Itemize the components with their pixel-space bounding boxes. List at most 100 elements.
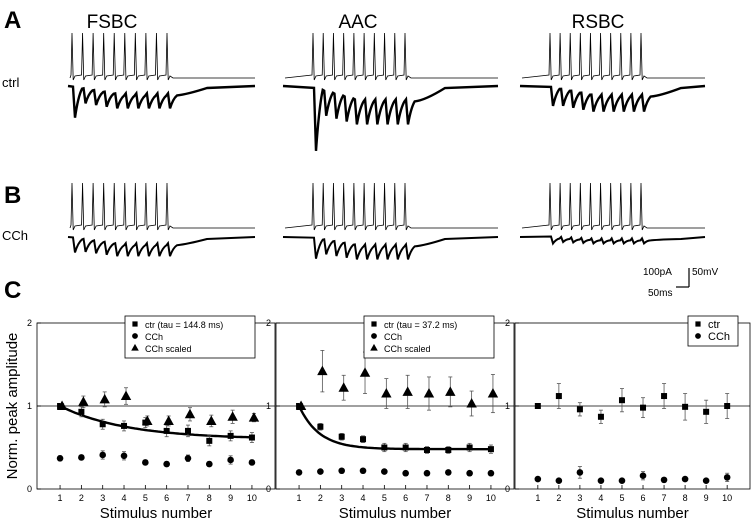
marker-square bbox=[132, 321, 138, 327]
y-tick-label: 0 bbox=[27, 484, 32, 494]
marker-square bbox=[555, 393, 562, 400]
marker-circle bbox=[338, 467, 345, 475]
marker-circle bbox=[184, 454, 192, 462]
marker-circle bbox=[639, 472, 647, 480]
scale-voltage: 50mV bbox=[692, 267, 718, 278]
legend-box bbox=[124, 315, 256, 359]
marker-circle bbox=[206, 460, 213, 468]
x-tick-label: 2 bbox=[318, 493, 323, 503]
x-axis-label: Stimulus number bbox=[100, 505, 213, 522]
marker-circle bbox=[132, 333, 138, 339]
marker-circle bbox=[555, 477, 563, 485]
fit-curve bbox=[59, 404, 252, 439]
marker-square bbox=[338, 433, 345, 440]
marker-circle bbox=[576, 469, 584, 476]
marker-square bbox=[184, 427, 191, 434]
x-tick-label: 6 bbox=[641, 493, 646, 503]
x-tick-label: 3 bbox=[577, 493, 582, 503]
marker-triangle bbox=[370, 343, 378, 351]
marker-circle bbox=[681, 475, 689, 483]
marker-triangle bbox=[423, 388, 435, 398]
marker-triangle bbox=[131, 343, 139, 351]
voltage-trace bbox=[284, 32, 498, 81]
voltage-trace bbox=[69, 182, 255, 231]
marker-triangle bbox=[163, 415, 174, 425]
x-tick-label: 10 bbox=[247, 493, 257, 503]
series-circle bbox=[295, 467, 495, 477]
x-tick-label: 1 bbox=[58, 493, 63, 503]
y-tick-label: 2 bbox=[27, 318, 32, 328]
x-tick-label: 6 bbox=[403, 493, 408, 503]
legend-box bbox=[363, 315, 495, 359]
x-tick-label: 8 bbox=[446, 493, 451, 503]
voltage-trace bbox=[521, 32, 705, 81]
voltage-trace bbox=[521, 182, 705, 231]
series-square bbox=[534, 383, 731, 424]
marker-square bbox=[618, 397, 625, 404]
legend-label: CCh bbox=[708, 331, 730, 343]
series-circle bbox=[534, 466, 731, 485]
x-tick-label: 2 bbox=[556, 493, 561, 503]
y-tick-label: 2 bbox=[505, 318, 510, 328]
marker-circle bbox=[317, 468, 324, 475]
y-tick-label: 1 bbox=[505, 401, 510, 411]
marker-triangle bbox=[206, 415, 217, 425]
marker-square bbox=[466, 444, 473, 451]
legend-label: CCh bbox=[384, 332, 402, 342]
marker-triangle bbox=[120, 390, 132, 401]
legend: ctr (tau = 37.2 ms) CCh CCh scaled bbox=[363, 315, 495, 359]
cell-type-rsbc: RSBC bbox=[572, 12, 625, 33]
marker-triangle bbox=[445, 386, 456, 396]
legend-label: CCh bbox=[145, 332, 163, 342]
marker-circle bbox=[660, 476, 668, 484]
marker-circle bbox=[597, 477, 605, 485]
x-tick-label: 7 bbox=[185, 493, 190, 503]
marker-circle bbox=[723, 474, 731, 481]
marker-circle bbox=[466, 469, 473, 477]
series-square bbox=[296, 403, 494, 454]
marker-triangle bbox=[78, 396, 89, 406]
marker-circle bbox=[295, 469, 303, 476]
x-tick-label: 6 bbox=[164, 493, 169, 503]
marker-square bbox=[206, 437, 213, 444]
legend-label: ctr (tau = 144.8 ms) bbox=[145, 320, 223, 330]
current-trace bbox=[282, 84, 499, 151]
y-tick-label: 1 bbox=[27, 401, 32, 411]
marker-triangle bbox=[184, 408, 196, 419]
marker-circle bbox=[487, 469, 495, 477]
marker-circle bbox=[423, 469, 431, 477]
cell-type-aac: AAC bbox=[338, 12, 377, 33]
x-tick-label: 8 bbox=[207, 493, 212, 503]
x-tick-label: 9 bbox=[228, 493, 233, 503]
marker-circle bbox=[445, 469, 452, 476]
marker-square bbox=[248, 434, 255, 441]
marker-triangle bbox=[142, 415, 153, 425]
series-circle bbox=[56, 450, 256, 468]
current-trace bbox=[67, 84, 256, 118]
marker-square bbox=[423, 446, 430, 453]
marker-circle bbox=[359, 467, 367, 475]
x-tick-label: 7 bbox=[424, 493, 429, 503]
cell-type-fsbc: FSBC bbox=[87, 12, 138, 33]
y-axis-label: Norm. peak amplitude bbox=[4, 333, 21, 480]
marker-circle bbox=[618, 477, 626, 485]
legend-label: CCh scaled bbox=[145, 344, 192, 354]
marker-square bbox=[78, 408, 85, 415]
legend-box bbox=[687, 315, 739, 347]
voltage-trace bbox=[284, 182, 498, 231]
marker-circle bbox=[142, 459, 149, 466]
marker-circle bbox=[695, 333, 701, 339]
marker-triangle bbox=[338, 382, 349, 392]
current-trace bbox=[519, 84, 706, 112]
electrophysiology-traces bbox=[67, 32, 706, 260]
marker-circle bbox=[56, 454, 64, 462]
marker-square bbox=[445, 446, 452, 453]
y-tick-label: 0 bbox=[266, 484, 271, 494]
x-tick-label: 9 bbox=[704, 493, 709, 503]
x-tick-label: 1 bbox=[535, 493, 540, 503]
y-tick-label: 2 bbox=[266, 318, 271, 328]
condition-ctrl: ctrl bbox=[2, 75, 19, 90]
